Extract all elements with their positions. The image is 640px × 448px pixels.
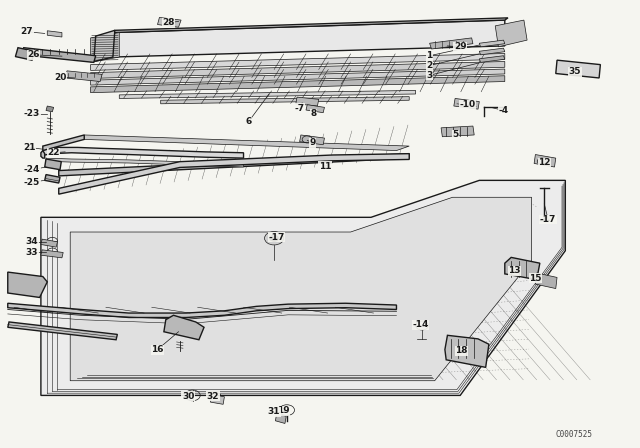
Text: -25: -25 — [24, 178, 40, 187]
Polygon shape — [479, 56, 505, 62]
Polygon shape — [41, 250, 63, 258]
Text: 31: 31 — [268, 407, 280, 416]
Polygon shape — [41, 239, 58, 247]
Polygon shape — [161, 97, 409, 104]
Text: 13: 13 — [508, 266, 520, 275]
Text: 21: 21 — [23, 143, 36, 152]
Polygon shape — [46, 158, 244, 167]
Polygon shape — [8, 322, 117, 340]
Text: 11: 11 — [319, 162, 332, 171]
Polygon shape — [454, 99, 479, 109]
Polygon shape — [59, 154, 409, 194]
Polygon shape — [306, 105, 324, 113]
Text: 33: 33 — [26, 248, 38, 257]
Text: C0007525: C0007525 — [556, 430, 593, 439]
Polygon shape — [65, 71, 102, 82]
Text: 26: 26 — [27, 50, 40, 59]
Polygon shape — [91, 53, 505, 70]
Polygon shape — [119, 90, 415, 99]
Polygon shape — [47, 31, 62, 37]
Text: -10: -10 — [460, 100, 476, 109]
Polygon shape — [41, 181, 565, 396]
Polygon shape — [91, 76, 505, 93]
Polygon shape — [94, 30, 115, 61]
Text: 19: 19 — [276, 406, 289, 415]
Text: 5: 5 — [452, 130, 458, 139]
Text: 1: 1 — [426, 51, 433, 60]
Polygon shape — [113, 18, 508, 33]
Text: 16: 16 — [151, 345, 164, 354]
Text: 28: 28 — [162, 18, 175, 27]
Polygon shape — [445, 335, 489, 367]
Circle shape — [269, 235, 278, 241]
Polygon shape — [43, 147, 244, 158]
Polygon shape — [8, 272, 47, 297]
Text: -24: -24 — [24, 165, 40, 174]
Polygon shape — [164, 315, 204, 340]
Polygon shape — [41, 151, 45, 158]
Polygon shape — [495, 20, 527, 47]
Text: 34: 34 — [26, 237, 38, 246]
Text: -7: -7 — [294, 104, 305, 113]
Polygon shape — [20, 47, 96, 62]
Text: -14: -14 — [413, 320, 429, 329]
Polygon shape — [43, 135, 84, 151]
Text: 18: 18 — [455, 346, 468, 355]
Text: 15: 15 — [529, 274, 541, 283]
Text: 32: 32 — [207, 392, 219, 401]
Text: 27: 27 — [20, 27, 33, 36]
Text: 9: 9 — [309, 138, 316, 147]
Polygon shape — [70, 197, 532, 381]
Text: 30: 30 — [182, 392, 195, 401]
Polygon shape — [505, 258, 540, 280]
Text: 6: 6 — [246, 117, 252, 126]
Text: -17: -17 — [540, 215, 556, 224]
Polygon shape — [15, 47, 35, 60]
Text: 2: 2 — [426, 61, 433, 70]
Text: 29: 29 — [454, 42, 467, 52]
Polygon shape — [113, 20, 505, 57]
Polygon shape — [441, 126, 474, 137]
Polygon shape — [91, 61, 505, 78]
Polygon shape — [84, 135, 409, 151]
Polygon shape — [91, 69, 505, 85]
Polygon shape — [429, 38, 473, 49]
Text: 8: 8 — [310, 109, 317, 118]
Polygon shape — [8, 303, 396, 318]
Polygon shape — [275, 414, 286, 423]
Text: 35: 35 — [568, 67, 581, 76]
Polygon shape — [479, 48, 505, 55]
Text: 20: 20 — [54, 73, 66, 82]
Polygon shape — [59, 154, 409, 176]
Text: 3: 3 — [426, 71, 433, 80]
Polygon shape — [211, 395, 225, 404]
Polygon shape — [296, 97, 319, 106]
Polygon shape — [556, 60, 600, 78]
Text: -4: -4 — [499, 106, 509, 115]
Polygon shape — [157, 17, 181, 27]
Text: -23: -23 — [24, 109, 40, 118]
Polygon shape — [46, 106, 54, 112]
Polygon shape — [91, 33, 119, 62]
Text: -17: -17 — [269, 233, 285, 242]
Polygon shape — [45, 159, 61, 170]
Polygon shape — [300, 135, 324, 145]
Text: 22: 22 — [47, 148, 60, 157]
Polygon shape — [536, 273, 557, 289]
Polygon shape — [45, 175, 60, 183]
Circle shape — [264, 232, 284, 245]
Text: 12: 12 — [538, 158, 550, 167]
Polygon shape — [479, 40, 505, 47]
Polygon shape — [534, 155, 556, 167]
